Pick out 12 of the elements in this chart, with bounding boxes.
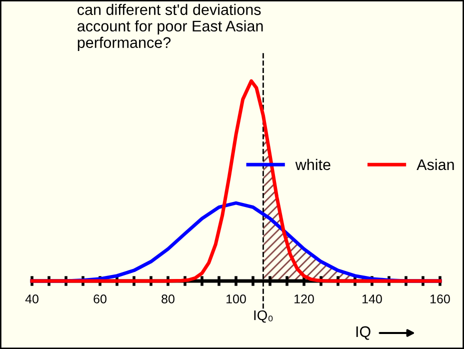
x-tick-label: 60 [94,294,106,304]
x-tick-label: 40 [25,294,38,304]
legend-label: Asian [416,158,454,170]
x-tick-label: 100 [226,294,246,304]
x-axis-title: IQ [356,326,370,340]
ref-line-label: IQ₀ [254,310,273,323]
x-tick-label: 120 [294,294,314,304]
legend-label: white [295,158,330,170]
x-tick-label: 140 [362,294,382,304]
x-tick-label: 80 [162,294,174,304]
chart-title: can different st'd deviations account for poor East Asian performance? [78,4,263,51]
x-tick-label: 160 [430,294,450,304]
